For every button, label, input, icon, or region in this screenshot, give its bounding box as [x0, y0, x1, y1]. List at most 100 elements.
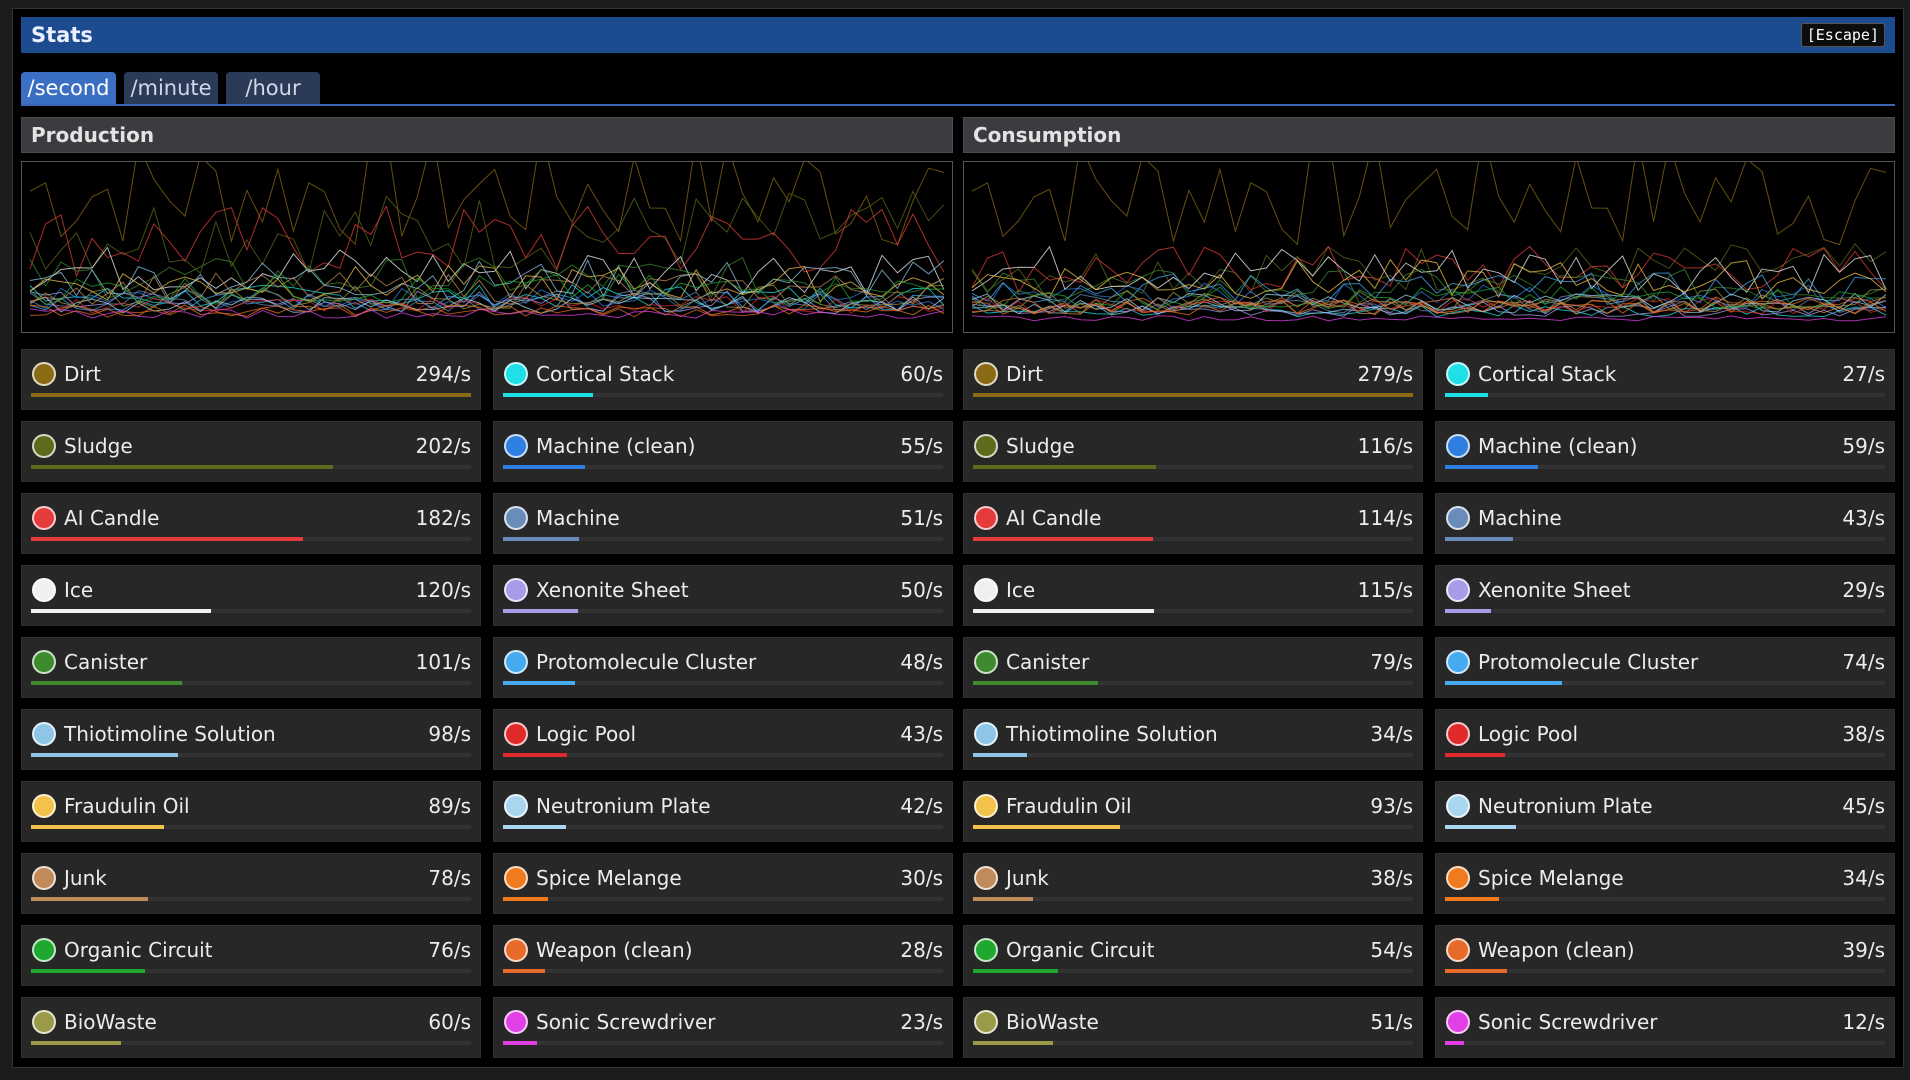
stat-item-rate: 28/s — [900, 938, 943, 962]
stat-item-neutronium-plate[interactable]: Neutronium Plate 42/s — [493, 781, 953, 842]
stat-item-name: Sonic Screwdriver — [1478, 1010, 1658, 1034]
cortical-stack-icon — [504, 362, 528, 386]
stat-bar-track — [31, 1041, 471, 1045]
stat-item-name: Thiotimoline Solution — [1006, 722, 1218, 746]
history-line-weapon-clean — [971, 296, 1887, 315]
stat-item-machine[interactable]: Machine 43/s — [1435, 493, 1895, 554]
stat-item-junk[interactable]: Junk 78/s — [21, 853, 481, 914]
weapon-clean-icon — [504, 938, 528, 962]
stat-item-ice[interactable]: Ice 115/s — [963, 565, 1423, 626]
stat-item-xenonite-sheet[interactable]: Xenonite Sheet 29/s — [1435, 565, 1895, 626]
stat-item-weapon-clean[interactable]: Weapon (clean) 39/s — [1435, 925, 1895, 986]
stat-bar-track — [1445, 537, 1885, 541]
history-line-thiotimoline-solution — [971, 300, 1887, 316]
stat-item-logic-pool[interactable]: Logic Pool 38/s — [1435, 709, 1895, 770]
history-line-fraudulin-oil — [29, 264, 945, 303]
stat-bar-track — [973, 465, 1413, 469]
stat-bar-fill — [1445, 537, 1513, 541]
stat-item-machine[interactable]: Machine 51/s — [493, 493, 953, 554]
tab-per-second[interactable]: /second — [21, 72, 116, 104]
stat-bar-track — [1445, 825, 1885, 829]
window-title: Stats — [31, 23, 93, 47]
stat-item-ai-candle[interactable]: AI Candle 114/s — [963, 493, 1423, 554]
stat-item-machine-clean[interactable]: Machine (clean) 55/s — [493, 421, 953, 482]
stat-bar-track — [503, 753, 943, 757]
stat-item-rate: 38/s — [1842, 722, 1885, 746]
stat-item-sonic-screwdriver[interactable]: Sonic Screwdriver 23/s — [493, 997, 953, 1058]
stat-item-dirt[interactable]: Dirt 279/s — [963, 349, 1423, 410]
stat-bar-fill — [503, 393, 593, 397]
stat-bar-fill — [503, 465, 586, 469]
stat-item-logic-pool[interactable]: Logic Pool 43/s — [493, 709, 953, 770]
stat-item-sonic-screwdriver[interactable]: Sonic Screwdriver 12/s — [1435, 997, 1895, 1058]
stat-item-neutronium-plate[interactable]: Neutronium Plate 45/s — [1435, 781, 1895, 842]
stat-item-name: Weapon (clean) — [1478, 938, 1635, 962]
stat-bar-fill — [1445, 681, 1562, 685]
stat-item-cortical-stack[interactable]: Cortical Stack 27/s — [1435, 349, 1895, 410]
stat-item-name: Canister — [1006, 650, 1090, 674]
stat-item-protomolecule-cluster[interactable]: Protomolecule Cluster 74/s — [1435, 637, 1895, 698]
history-line-organic-circuit — [971, 286, 1887, 311]
stat-item-sludge[interactable]: Sludge 202/s — [21, 421, 481, 482]
stat-item-cortical-stack[interactable]: Cortical Stack 60/s — [493, 349, 953, 410]
stat-item-rate: 43/s — [1842, 506, 1885, 530]
stat-item-protomolecule-cluster[interactable]: Protomolecule Cluster 48/s — [493, 637, 953, 698]
stat-bar-fill — [1445, 897, 1499, 901]
stat-item-name: Logic Pool — [536, 722, 637, 746]
stat-item-ai-candle[interactable]: AI Candle 182/s — [21, 493, 481, 554]
tab-per-minute[interactable]: /minute — [124, 72, 218, 104]
history-line-canister — [971, 268, 1887, 304]
history-line-dirt — [971, 162, 1887, 246]
stat-item-name: Spice Melange — [536, 866, 682, 890]
stat-item-rate: 48/s — [900, 650, 943, 674]
stat-item-name: Ice — [64, 578, 94, 602]
time-unit-tabs: /second /minute /hour — [21, 64, 1895, 106]
stats-window: Stats [Escape] /second /minute /hour Pro… — [12, 8, 1904, 1068]
stat-item-rate: 59/s — [1842, 434, 1885, 458]
stat-item-name: Machine — [536, 506, 620, 530]
stat-item-name: Machine — [1478, 506, 1562, 530]
machine-icon — [1446, 506, 1470, 530]
stat-item-rate: 55/s — [900, 434, 943, 458]
stat-item-spice-melange[interactable]: Spice Melange 34/s — [1435, 853, 1895, 914]
stat-item-fraudulin-oil[interactable]: Fraudulin Oil 93/s — [963, 781, 1423, 842]
stat-item-biowaste[interactable]: BioWaste 51/s — [963, 997, 1423, 1058]
stat-item-xenonite-sheet[interactable]: Xenonite Sheet 50/s — [493, 565, 953, 626]
thiotimoline-solution-icon — [32, 722, 56, 746]
stat-item-spice-melange[interactable]: Spice Melange 30/s — [493, 853, 953, 914]
stat-item-name: Organic Circuit — [64, 938, 213, 962]
stat-item-junk[interactable]: Junk 38/s — [963, 853, 1423, 914]
stat-bar-fill — [1445, 753, 1505, 757]
stat-bar-track — [31, 753, 471, 757]
stat-bar-track — [973, 897, 1413, 901]
stat-item-biowaste[interactable]: BioWaste 60/s — [21, 997, 481, 1058]
canister-icon — [32, 650, 56, 674]
stat-item-canister[interactable]: Canister 101/s — [21, 637, 481, 698]
stat-item-rate: 98/s — [428, 722, 471, 746]
stat-bar-fill — [31, 753, 178, 757]
stat-item-machine-clean[interactable]: Machine (clean) 59/s — [1435, 421, 1895, 482]
stat-bar-track — [973, 609, 1413, 613]
organic-circuit-icon — [974, 938, 998, 962]
stat-bar-fill — [1445, 825, 1516, 829]
stat-bar-track — [503, 609, 943, 613]
escape-close-button[interactable]: [Escape] — [1800, 23, 1885, 47]
stat-item-organic-circuit[interactable]: Organic Circuit 54/s — [963, 925, 1423, 986]
stat-item-rate: 116/s — [1357, 434, 1413, 458]
stat-item-ice[interactable]: Ice 120/s — [21, 565, 481, 626]
stat-item-weapon-clean[interactable]: Weapon (clean) 28/s — [493, 925, 953, 986]
ai-candle-icon — [974, 506, 998, 530]
stat-item-sludge[interactable]: Sludge 116/s — [963, 421, 1423, 482]
stat-bar-track — [503, 1041, 943, 1045]
tab-per-hour[interactable]: /hour — [226, 72, 320, 104]
stat-item-dirt[interactable]: Dirt 294/s — [21, 349, 481, 410]
stat-item-name: Weapon (clean) — [536, 938, 693, 962]
stat-item-thiotimoline-solution[interactable]: Thiotimoline Solution 34/s — [963, 709, 1423, 770]
stat-item-thiotimoline-solution[interactable]: Thiotimoline Solution 98/s — [21, 709, 481, 770]
stat-item-canister[interactable]: Canister 79/s — [963, 637, 1423, 698]
stat-item-organic-circuit[interactable]: Organic Circuit 76/s — [21, 925, 481, 986]
stat-item-fraudulin-oil[interactable]: Fraudulin Oil 89/s — [21, 781, 481, 842]
stat-item-name: Fraudulin Oil — [64, 794, 190, 818]
stat-item-rate: 51/s — [900, 506, 943, 530]
stat-bar-track — [1445, 753, 1885, 757]
